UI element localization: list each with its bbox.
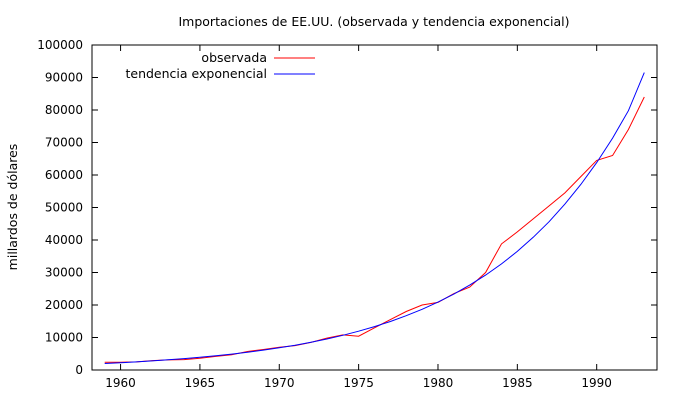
legend-label-observada: observada: [201, 50, 267, 65]
plot-frame: [91, 44, 658, 371]
x-tick-label: 1960: [105, 376, 136, 390]
y-tick-label: 80000: [45, 103, 83, 117]
y-axis: 0 10000 20000 30000 40000 50000 60000 70000 8000…: [37, 38, 657, 377]
x-tick-label: 1990: [581, 376, 612, 390]
y-tick-label: 60000: [45, 168, 83, 182]
x-tick-label: 1980: [423, 376, 454, 390]
y-axis-label: millardos de dólares: [5, 144, 20, 271]
legend-label-tendencia-exponencial: tendencia exponencial: [125, 66, 267, 81]
y-tick-label: 100000: [37, 38, 83, 52]
y-tick-label: 90000: [45, 71, 83, 85]
y-tick-label: 0: [75, 363, 83, 377]
y-tick-label: 30000: [45, 266, 83, 280]
y-tick-label: 50000: [45, 201, 83, 215]
y-tick-label: 70000: [45, 136, 83, 150]
x-tick-label: 1975: [343, 376, 374, 390]
x-tick-label: 1970: [264, 376, 295, 390]
x-tick-label: 1965: [185, 376, 216, 390]
chart-title: Importaciones de EE.UU. (observada y ten…: [178, 14, 569, 29]
x-axis: 1960 1965 1970 1975 1980 1985 1990: [105, 45, 612, 390]
series-line-tendencia-exponencial: [104, 72, 645, 364]
y-tick-label: 20000: [45, 298, 83, 312]
y-tick-label: 40000: [45, 233, 83, 247]
x-tick-label: 1985: [502, 376, 533, 390]
series-line-observada: [104, 96, 645, 363]
series-layer: [104, 72, 645, 364]
y-tick-label: 10000: [45, 331, 83, 345]
